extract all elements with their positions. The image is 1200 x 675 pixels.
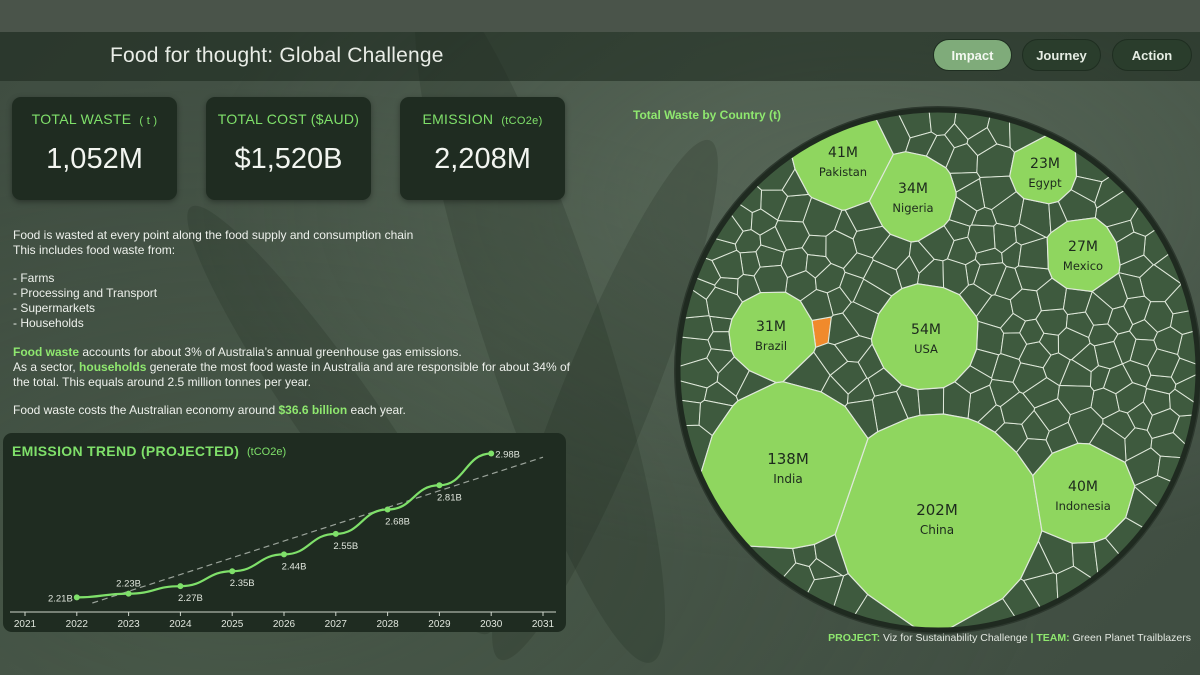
cost-paragraph: Food waste costs the Australian economy … — [13, 403, 573, 418]
footer-team: Green Planet Trailblazers — [1069, 632, 1192, 644]
kpi-total-waste-value: 1,052M — [46, 143, 143, 175]
country-value-label: 202M — [916, 501, 958, 519]
country-cell — [1102, 363, 1134, 395]
country-cell — [967, 224, 996, 254]
country-cell — [711, 249, 744, 280]
waste-by-country-title: Total Waste by Country (t) — [633, 108, 781, 122]
country-cell — [917, 387, 945, 416]
country-bubble-nigeria — [868, 151, 957, 243]
country-name-label: USA — [914, 342, 938, 356]
country-cell — [1067, 406, 1104, 445]
cost-text-lead: Food waste costs the Australian economy … — [13, 403, 279, 417]
waste-sources-list: - Farms - Processing and Transport - Sup… — [13, 271, 313, 331]
list-item: - Households — [13, 316, 84, 330]
country-name-label: Nigeria — [892, 201, 933, 215]
footer-team-label: TEAM: — [1036, 632, 1070, 644]
kpi-total-cost: TOTAL COST ($AUD) $1,520B — [206, 97, 371, 200]
footer-project: Viz for Sustainability Challenge — [880, 632, 1028, 644]
households-highlight: households — [79, 360, 147, 374]
kpi-total-cost-value: $1,520B — [234, 143, 343, 175]
intro-paragraph: Food is wasted at every point along the … — [13, 228, 573, 258]
country-cell — [805, 254, 832, 279]
country-cell — [1057, 384, 1095, 416]
country-value-label: 41M — [828, 145, 858, 161]
cost-highlight: $36.6 billion — [278, 403, 348, 417]
voronoi-cells — [678, 110, 1198, 630]
bubble-border — [675, 107, 1200, 633]
country-bubble-brazil — [728, 291, 817, 384]
kpi-emission: EMISSION (tCO2e) 2,208M — [400, 97, 565, 200]
households-text: generate the most food waste in Australi… — [13, 360, 570, 389]
emissions-text: accounts for about 3% of Australia’s ann… — [79, 345, 462, 359]
country-cell — [1021, 409, 1050, 441]
country-cell — [759, 225, 788, 253]
food-waste-highlight: Food waste — [13, 345, 80, 359]
country-value-label: 34M — [898, 181, 928, 197]
kpi-total-waste-label: TOTAL WASTE — [31, 111, 132, 127]
country-bubble-indonesia — [1032, 442, 1136, 544]
footer-credits: PROJECT: Viz for Sustainability Challeng… — [828, 632, 1191, 644]
country-cell — [1147, 348, 1181, 378]
country-name-label: Egypt — [1028, 176, 1062, 190]
kpi-emission-unit: (tCO2e) — [501, 115, 543, 127]
country-name-label: India — [773, 472, 802, 486]
country-cell — [999, 312, 1027, 334]
country-bubble-mexico — [1046, 217, 1121, 293]
country-name-label: Indonesia — [1055, 499, 1111, 513]
country-cell — [1038, 332, 1060, 356]
list-item: - Processing and Transport — [13, 286, 158, 300]
country-cell — [1070, 342, 1099, 373]
kpi-emission-value: 2,208M — [434, 143, 531, 175]
households-lead: As a sector, — [13, 360, 80, 374]
emissions-paragraph: Food waste accounts for about 3% of Aust… — [13, 345, 571, 390]
country-name-label: Mexico — [1063, 259, 1103, 273]
kpi-total-cost-label: TOTAL COST ($AUD) — [217, 111, 360, 127]
country-cell — [973, 262, 1007, 296]
country-name-label: China — [920, 523, 954, 537]
country-cell — [1014, 223, 1048, 246]
list-item: - Farms — [13, 271, 55, 285]
country-value-label: 54M — [911, 322, 941, 338]
country-value-label: 138M — [767, 450, 809, 468]
country-value-label: 23M — [1030, 156, 1060, 172]
country-cell — [707, 331, 733, 352]
intro-line-1: Food is wasted at every point along the … — [13, 228, 414, 242]
footer-project-label: PROJECT: — [828, 632, 881, 644]
country-cell — [1126, 401, 1153, 431]
country-value-label: 40M — [1068, 479, 1098, 495]
footer-separator: | — [1027, 632, 1037, 644]
nav-journey-button[interactable]: Journey — [1022, 39, 1101, 71]
country-value-label: 27M — [1068, 239, 1098, 255]
top-strip — [0, 0, 1200, 32]
kpi-total-waste-unit: ( t ) — [139, 115, 158, 127]
country-cell — [904, 131, 938, 157]
country-value-label: 31M — [756, 319, 786, 335]
country-cell — [829, 360, 868, 395]
kpi-total-waste: TOTAL WASTE ( t ) 1,052M — [12, 97, 177, 200]
list-item: - Supermarkets — [13, 301, 96, 315]
country-bubble-china — [834, 413, 1043, 630]
nav-action-button[interactable]: Action — [1112, 39, 1192, 71]
intro-line-2: This includes food waste from: — [13, 243, 176, 257]
nav-impact-button[interactable]: Impact — [933, 39, 1012, 71]
cost-text-tail: each year. — [347, 403, 406, 417]
country-bubble-usa — [870, 283, 979, 391]
country-name-label: Brazil — [755, 339, 787, 353]
country-cell — [739, 251, 761, 277]
page-title: Food for thought: Global Challenge — [110, 44, 444, 67]
country-name-label: Pakistan — [819, 165, 867, 179]
kpi-emission-label: EMISSION — [422, 111, 494, 127]
country-cell — [839, 271, 865, 303]
